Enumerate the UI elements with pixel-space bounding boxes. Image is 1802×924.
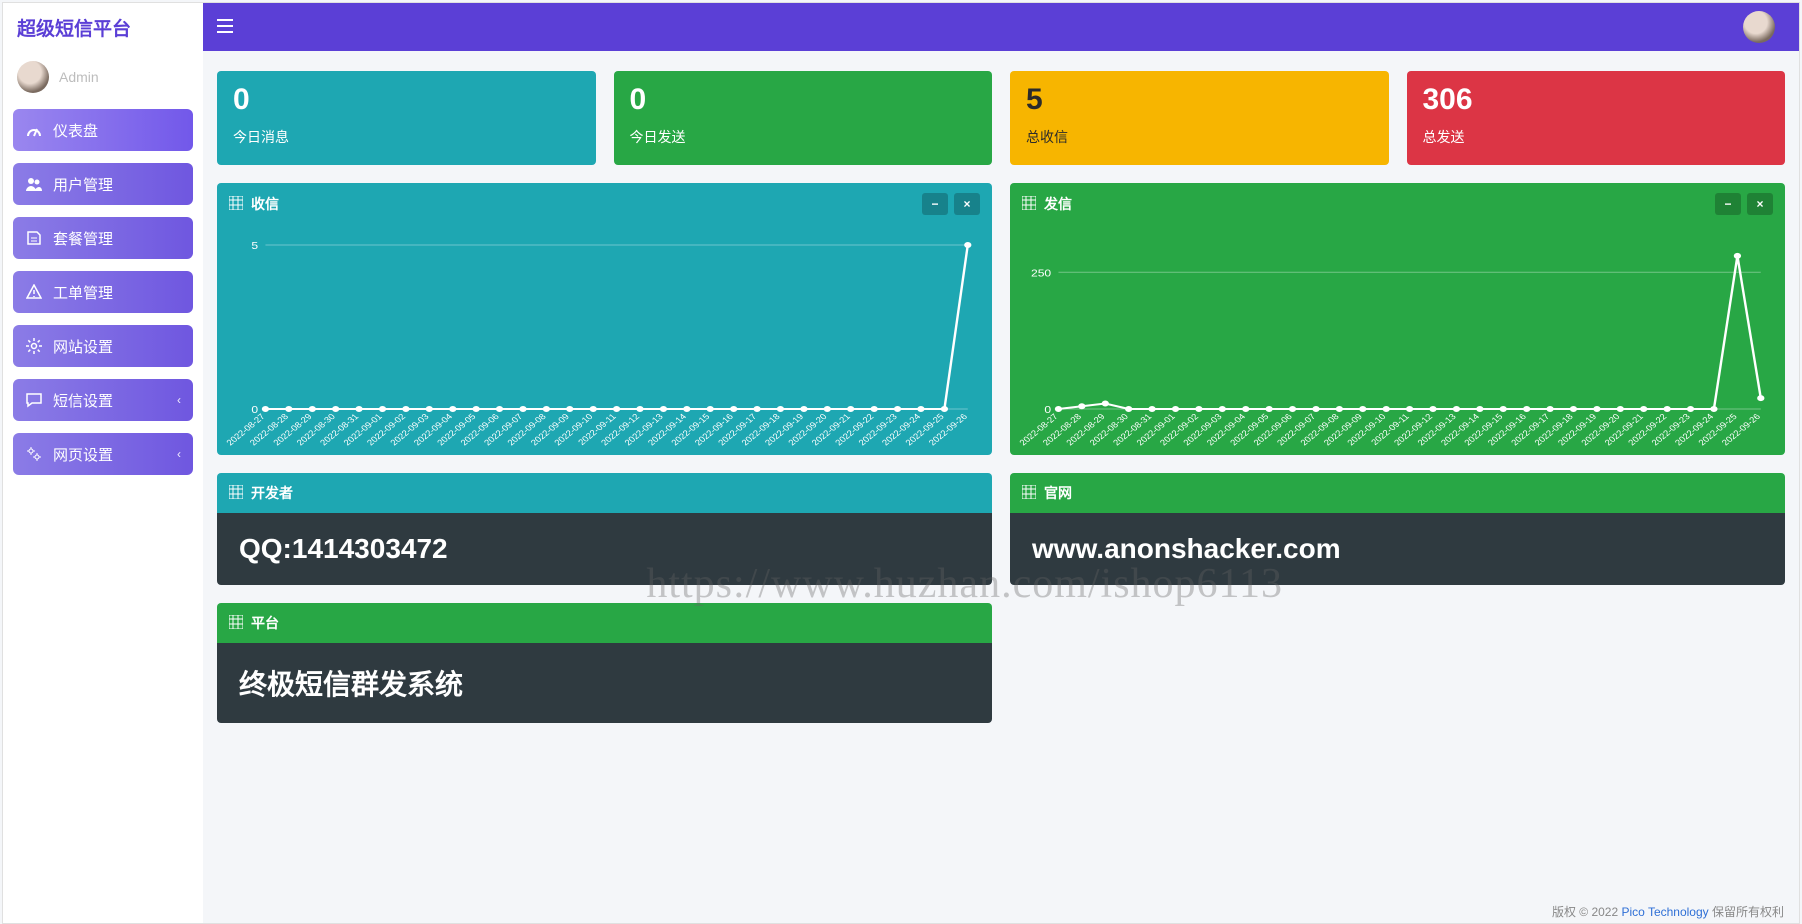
stat-label: 今日消息: [233, 127, 580, 147]
sidebar-item-label: 网站设置: [53, 336, 113, 357]
stat-value: 0: [630, 85, 977, 115]
table-icon: [1022, 196, 1036, 213]
info-platform: 平台 终极短信群发系统: [217, 603, 992, 723]
sidebar-item-3[interactable]: 工单管理: [13, 271, 193, 313]
footer-link[interactable]: Pico Technology: [1621, 905, 1708, 919]
content: 0 今日消息 0 今日发送 5 总收信 306 总发送 收信 − × 052022-08-27…: [203, 51, 1799, 923]
stat-value: 0: [233, 85, 580, 115]
svg-text:5: 5: [251, 241, 258, 252]
info-platform-title: 平台: [251, 613, 279, 633]
svg-text:250: 250: [1031, 268, 1051, 279]
info-developer: 开发者 QQ:1414303472: [217, 473, 992, 585]
sidebar-item-label: 用户管理: [53, 174, 113, 195]
chart-send-title: 发信: [1044, 194, 1072, 214]
sidebar-item-5[interactable]: 短信设置 ‹: [13, 379, 193, 421]
user-name: Admin: [59, 69, 99, 85]
avatar[interactable]: [17, 61, 49, 93]
sidebar-item-label: 网页设置: [53, 444, 113, 465]
package-icon: [25, 229, 43, 247]
info-developer-value: QQ:1414303472: [217, 513, 992, 585]
chart-send-body: 02502022-08-272022-08-282022-08-292022-0…: [1010, 225, 1785, 455]
minimize-button[interactable]: −: [1715, 193, 1741, 215]
chart-row: 收信 − × 052022-08-272022-08-282022-08-292…: [217, 183, 1785, 455]
gear-icon: [25, 337, 43, 355]
info-platform-value: 终极短信群发系统: [217, 643, 992, 723]
stat-card-0[interactable]: 0 今日消息: [217, 71, 596, 165]
user-panel: Admin: [3, 51, 203, 109]
table-icon: [1022, 485, 1036, 502]
brand-title: 超级短信平台: [3, 3, 203, 51]
footer-prefix: 版权 © 2022: [1552, 905, 1622, 919]
sidebar-item-2[interactable]: 套餐管理: [13, 217, 193, 259]
info-website-value: www.anonshacker.com: [1010, 513, 1785, 585]
stat-card-1[interactable]: 0 今日发送: [614, 71, 993, 165]
stat-card-3[interactable]: 306 总发送: [1407, 71, 1786, 165]
chart-receive-body: 052022-08-272022-08-282022-08-292022-08-…: [217, 225, 992, 455]
sidebar-item-label: 短信设置: [53, 390, 113, 411]
sidebar-item-1[interactable]: 用户管理: [13, 163, 193, 205]
sidebar-item-0[interactable]: 仪表盘: [13, 109, 193, 151]
sidebar-item-6[interactable]: 网页设置 ‹: [13, 433, 193, 475]
close-button[interactable]: ×: [1747, 193, 1773, 215]
info-website: 官网 www.anonshacker.com: [1010, 473, 1785, 585]
table-icon: [229, 485, 243, 502]
sidebar-item-4[interactable]: 网站设置: [13, 325, 193, 367]
sidebar-nav: 仪表盘用户管理套餐管理工单管理网站设置短信设置 ‹ 网页设置 ‹: [3, 109, 203, 487]
stat-row: 0 今日消息 0 今日发送 5 总收信 306 总发送: [217, 71, 1785, 165]
chevron-left-icon: ‹: [177, 393, 181, 407]
gauge-icon: [25, 121, 43, 139]
platform-row: 平台 终极短信群发系统: [217, 603, 992, 723]
sidebar-item-label: 工单管理: [53, 282, 113, 303]
chevron-left-icon: ‹: [177, 447, 181, 461]
topbar-avatar[interactable]: [1743, 11, 1775, 43]
chart-send: 发信 − × 02502022-08-272022-08-282022-08-2…: [1010, 183, 1785, 455]
stat-label: 总发送: [1423, 127, 1770, 147]
close-button[interactable]: ×: [954, 193, 980, 215]
stat-label: 总收信: [1026, 127, 1373, 147]
stat-card-2[interactable]: 5 总收信: [1010, 71, 1389, 165]
users-icon: [25, 175, 43, 193]
info-row: 开发者 QQ:1414303472 官网 www.anonshacker.com: [217, 473, 1785, 585]
sidebar-item-label: 仪表盘: [53, 120, 98, 141]
chart-receive-title: 收信: [251, 194, 279, 214]
minimize-button[interactable]: −: [922, 193, 948, 215]
info-website-title: 官网: [1044, 483, 1072, 503]
chat-icon: [25, 391, 43, 409]
topbar: [203, 3, 1799, 51]
stat-value: 5: [1026, 85, 1373, 115]
cogs-icon: [25, 445, 43, 463]
stat-value: 306: [1423, 85, 1770, 115]
main: 0 今日消息 0 今日发送 5 总收信 306 总发送 收信 − × 052022-08-27…: [203, 3, 1799, 923]
footer-suffix: 保留所有权利: [1709, 905, 1784, 919]
sidebar: 超级短信平台 Admin 仪表盘用户管理套餐管理工单管理网站设置短信设置‹网页设…: [3, 3, 203, 923]
menu-toggle-icon[interactable]: [217, 17, 233, 38]
info-developer-title: 开发者: [251, 483, 293, 503]
sidebar-item-label: 套餐管理: [53, 228, 113, 249]
table-icon: [229, 196, 243, 213]
table-icon: [229, 615, 243, 632]
chart-receive: 收信 − × 052022-08-272022-08-282022-08-292…: [217, 183, 992, 455]
footer: 版权 © 2022 Pico Technology 保留所有权利: [1552, 903, 1784, 920]
warning-icon: [25, 283, 43, 301]
stat-label: 今日发送: [630, 127, 977, 147]
